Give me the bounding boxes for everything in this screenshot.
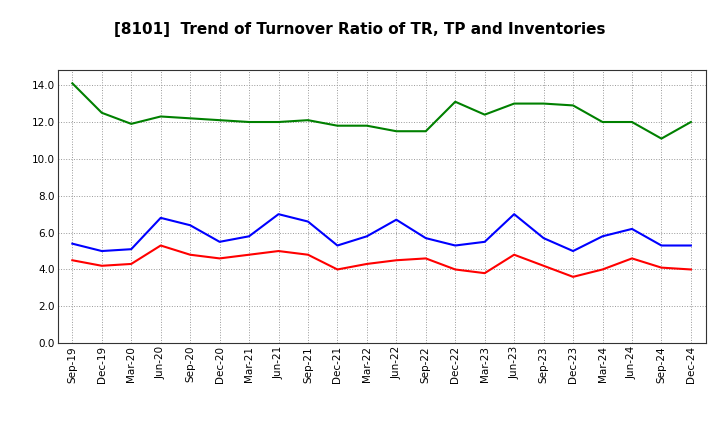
- Trade Receivables: [392, 257, 400, 263]
- Inventories: [480, 112, 489, 117]
- Inventories: [215, 117, 224, 123]
- Trade Payables: [304, 219, 312, 224]
- Trade Payables: [598, 234, 607, 239]
- Trade Receivables: [127, 261, 135, 267]
- Trade Payables: [97, 249, 106, 254]
- Trade Receivables: [186, 252, 194, 257]
- Trade Payables: [657, 243, 666, 248]
- Inventories: [687, 119, 696, 125]
- Trade Payables: [392, 217, 400, 222]
- Line: Inventories: Inventories: [72, 83, 691, 139]
- Inventories: [569, 103, 577, 108]
- Trade Receivables: [569, 274, 577, 279]
- Inventories: [68, 81, 76, 86]
- Trade Receivables: [628, 256, 636, 261]
- Trade Payables: [274, 212, 283, 217]
- Trade Receivables: [97, 263, 106, 268]
- Inventories: [156, 114, 165, 119]
- Trade Receivables: [156, 243, 165, 248]
- Trade Receivables: [68, 257, 76, 263]
- Inventories: [421, 128, 430, 134]
- Trade Payables: [156, 215, 165, 220]
- Inventories: [539, 101, 548, 106]
- Trade Receivables: [687, 267, 696, 272]
- Line: Trade Payables: Trade Payables: [72, 214, 691, 251]
- Inventories: [245, 119, 253, 125]
- Trade Payables: [628, 226, 636, 231]
- Trade Receivables: [245, 252, 253, 257]
- Trade Receivables: [510, 252, 518, 257]
- Inventories: [186, 116, 194, 121]
- Inventories: [510, 101, 518, 106]
- Trade Payables: [245, 234, 253, 239]
- Trade Receivables: [304, 252, 312, 257]
- Inventories: [333, 123, 342, 128]
- Inventories: [598, 119, 607, 125]
- Trade Payables: [215, 239, 224, 245]
- Trade Receivables: [598, 267, 607, 272]
- Trade Receivables: [451, 267, 459, 272]
- Trade Payables: [480, 239, 489, 245]
- Inventories: [363, 123, 372, 128]
- Trade Receivables: [539, 263, 548, 268]
- Trade Receivables: [363, 261, 372, 267]
- Trade Receivables: [274, 249, 283, 254]
- Text: [8101]  Trend of Turnover Ratio of TR, TP and Inventories: [8101] Trend of Turnover Ratio of TR, TP…: [114, 22, 606, 37]
- Trade Payables: [363, 234, 372, 239]
- Inventories: [657, 136, 666, 141]
- Trade Payables: [333, 243, 342, 248]
- Inventories: [127, 121, 135, 126]
- Trade Receivables: [215, 256, 224, 261]
- Trade Payables: [451, 243, 459, 248]
- Trade Payables: [687, 243, 696, 248]
- Line: Trade Receivables: Trade Receivables: [72, 246, 691, 277]
- Trade Receivables: [657, 265, 666, 270]
- Trade Receivables: [333, 267, 342, 272]
- Inventories: [392, 128, 400, 134]
- Inventories: [274, 119, 283, 125]
- Trade Payables: [68, 241, 76, 246]
- Trade Payables: [127, 246, 135, 252]
- Trade Receivables: [421, 256, 430, 261]
- Inventories: [451, 99, 459, 104]
- Trade Payables: [569, 249, 577, 254]
- Inventories: [304, 117, 312, 123]
- Trade Payables: [510, 212, 518, 217]
- Inventories: [97, 110, 106, 115]
- Inventories: [628, 119, 636, 125]
- Trade Receivables: [480, 271, 489, 276]
- Trade Payables: [186, 223, 194, 228]
- Trade Payables: [539, 235, 548, 241]
- Trade Payables: [421, 235, 430, 241]
